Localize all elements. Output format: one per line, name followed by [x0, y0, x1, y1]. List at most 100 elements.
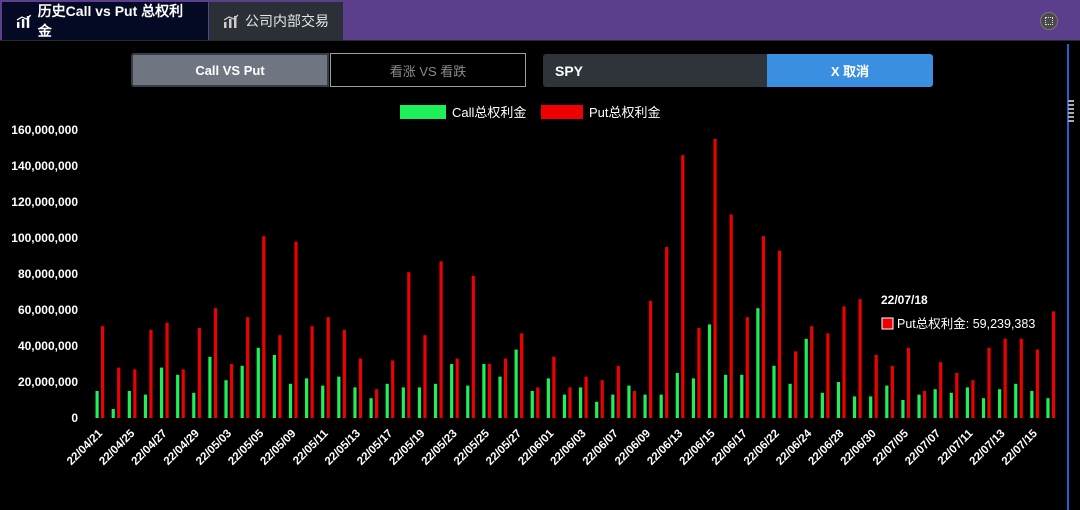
put-bar [310, 326, 314, 418]
call-bar [111, 409, 115, 418]
fullscreen-icon[interactable] [1040, 12, 1058, 30]
put-bar [906, 347, 911, 418]
put-bar [342, 329, 346, 418]
call-bar [724, 374, 728, 418]
call-bar [546, 378, 550, 418]
call-bar [514, 349, 518, 418]
put-bar [874, 355, 878, 418]
call-bar [981, 398, 986, 418]
call-bar [788, 383, 792, 418]
put-bar [697, 328, 701, 418]
put-bar [632, 391, 637, 418]
call-bar [433, 383, 438, 418]
put-bar [826, 333, 830, 418]
put-bar [745, 317, 749, 418]
put-bar [1051, 311, 1056, 418]
cancel-button[interactable]: X 取消 [767, 54, 933, 87]
y-tick-label: 60,000,000 [18, 303, 78, 317]
symbol-input[interactable]: SPY [543, 54, 767, 87]
tab-call-vs-put[interactable]: 历史Call vs Put 总权利金 [2, 2, 208, 40]
tooltip-value: Put总权利金: 59,239,383 [897, 316, 1035, 331]
put-bar [1035, 349, 1039, 418]
y-tick-label: 0 [71, 411, 78, 425]
put-bar [858, 299, 862, 418]
scrollbar-handle[interactable] [1068, 100, 1074, 122]
call-bar [595, 401, 599, 418]
put-bar [503, 358, 508, 418]
legend-label-call: Call总权利金 [452, 105, 526, 120]
put-bar [520, 333, 524, 418]
put-bar [374, 389, 379, 418]
call-bar [305, 378, 309, 418]
y-tick-label: 20,000,000 [18, 375, 78, 389]
put-bar [536, 387, 540, 418]
put-bar [229, 364, 234, 418]
x-tick-label: 22/07/15 [1000, 427, 1041, 468]
put-bar [165, 322, 169, 418]
put-bar [1003, 338, 1007, 418]
y-tick-label: 140,000,000 [11, 159, 78, 173]
put-bar [213, 308, 218, 418]
call-bar [740, 374, 744, 418]
call-bar [998, 389, 1002, 418]
bull-vs-bear-toggle[interactable]: 看涨 VS 看跌 [330, 53, 526, 87]
call-bar [256, 347, 260, 418]
put-bar [794, 351, 798, 418]
y-tick-label: 160,000,000 [11, 123, 78, 137]
put-bar [777, 250, 782, 418]
legend-swatch-call [400, 105, 446, 119]
put-bar [810, 326, 814, 418]
call-bar [820, 392, 824, 418]
put-bar [278, 335, 282, 418]
put-bar [713, 139, 717, 418]
put-bar [358, 358, 363, 418]
x-tick-label: 22/07/07 [903, 428, 943, 468]
put-bar [729, 214, 733, 418]
call-bar [401, 387, 405, 418]
call-bar [933, 389, 937, 418]
put-bar [568, 387, 572, 418]
put-bar [971, 380, 975, 418]
call-bar [627, 385, 631, 418]
legend-label-put: Put总权利金 [589, 105, 661, 120]
call-bar [562, 394, 567, 418]
call-bar [176, 374, 180, 418]
put-bar [600, 380, 604, 418]
call-bar [659, 394, 663, 418]
put-bar [117, 367, 121, 418]
put-bar [761, 236, 765, 418]
call-bar [917, 394, 921, 418]
call-bar [224, 380, 228, 418]
call-bar [192, 392, 196, 418]
tab-insider-trading[interactable]: 公司内部交易 [209, 2, 343, 40]
call-bar [288, 383, 293, 418]
put-bar [391, 360, 395, 418]
put-bar [842, 306, 846, 418]
call-bar [385, 383, 389, 418]
put-bar [616, 365, 620, 418]
chart-icon [16, 14, 32, 28]
put-bar [552, 356, 556, 418]
y-tick-label: 120,000,000 [11, 195, 78, 209]
put-bar [922, 391, 927, 418]
legend-swatch-put [541, 105, 583, 119]
call-bar [369, 398, 373, 418]
put-bar [487, 364, 491, 418]
put-bar [439, 261, 443, 418]
premium-bar-chart: 0 20,000,000 40,000,000 60,000,000 80,000,00… [11, 105, 1056, 468]
y-tick-label: 100,000,000 [11, 231, 78, 245]
call-bar [852, 396, 857, 418]
put-bar [133, 369, 137, 418]
tab-label: 历史Call vs Put 总权利金 [37, 3, 184, 39]
call-bar [337, 376, 341, 418]
put-bar [423, 335, 427, 418]
put-bar [246, 317, 250, 418]
put-bar [407, 272, 411, 418]
call-vs-put-toggle[interactable]: Call VS Put [131, 53, 329, 87]
call-bar [1046, 398, 1050, 418]
call-bar [240, 365, 244, 418]
call-bar [127, 391, 131, 418]
put-bar [648, 301, 653, 418]
call-bar [869, 396, 873, 418]
put-bar [890, 365, 894, 418]
